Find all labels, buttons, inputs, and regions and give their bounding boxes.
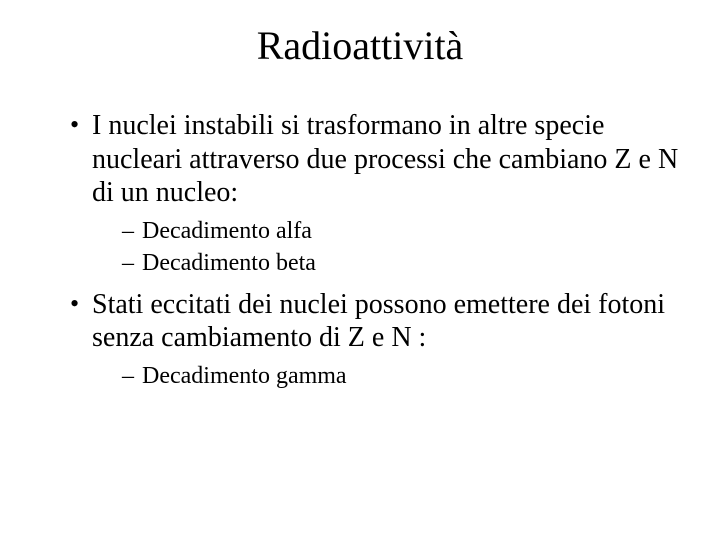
slide: Radioattività I nuclei instabili si tras… xyxy=(0,0,720,540)
sub-list-item: Decadimento alfa xyxy=(122,216,680,246)
list-item-text: Stati eccitati dei nuclei possono emette… xyxy=(92,289,665,354)
sub-bullet-list: Decadimento gamma xyxy=(92,361,680,391)
slide-title: Radioattività xyxy=(40,20,680,69)
bullet-list: I nuclei instabili si trasformano in alt… xyxy=(40,109,680,391)
sub-list-item: Decadimento beta xyxy=(122,248,680,278)
sub-list-item: Decadimento gamma xyxy=(122,361,680,391)
list-item-text: I nuclei instabili si trasformano in alt… xyxy=(92,110,678,208)
list-item: Stati eccitati dei nuclei possono emette… xyxy=(70,288,680,391)
list-item: I nuclei instabili si trasformano in alt… xyxy=(70,109,680,278)
sub-bullet-list: Decadimento alfa Decadimento beta xyxy=(92,216,680,278)
